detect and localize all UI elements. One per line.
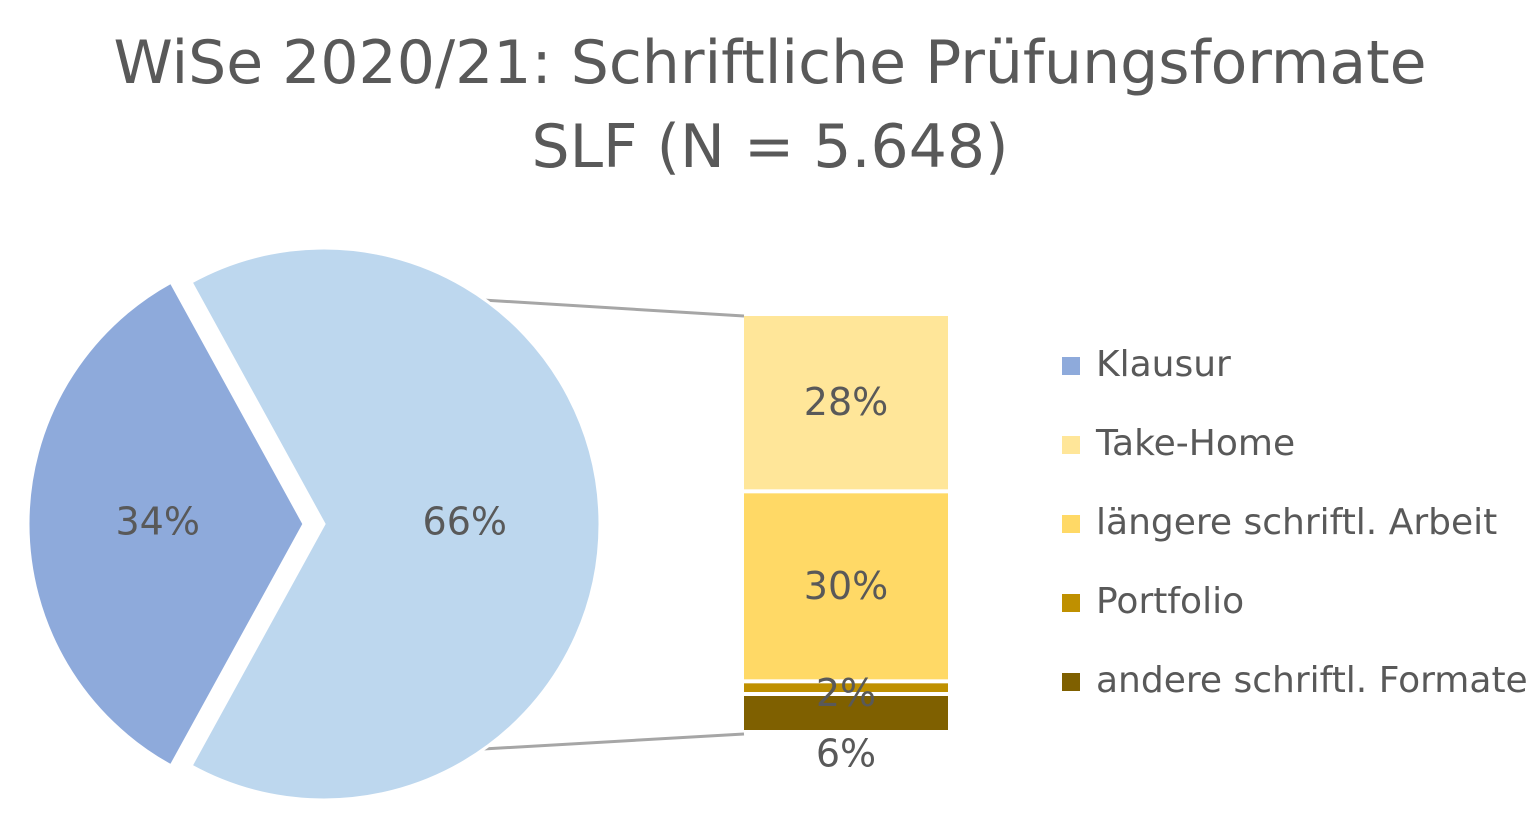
legend-label: Take-Home — [1096, 423, 1296, 464]
pie-label-klausur: 34% — [115, 500, 199, 544]
legend-swatch — [1062, 357, 1080, 375]
bar-label-laengere-arbeit: 30% — [804, 564, 888, 608]
bar-segment-3 — [744, 696, 948, 730]
pie-slice-large — [188, 246, 602, 802]
legend-swatch — [1062, 673, 1080, 691]
chart-subtitle: SLF (N = 5.648) — [531, 112, 1009, 182]
pie-slice-klausur — [26, 280, 306, 768]
legend-swatch — [1062, 436, 1080, 454]
legend-label: andere schriftl. Formate — [1096, 660, 1528, 701]
bar-label-take-home: 28% — [804, 380, 888, 424]
legend-swatch — [1062, 594, 1080, 612]
bar-segment-0 — [744, 316, 948, 490]
legend-swatch — [1062, 515, 1080, 533]
chart-title: WiSe 2020/21: Schriftliche Prüfungsforma… — [113, 28, 1427, 98]
bar-label-andere-formate: 6% — [816, 732, 876, 776]
legend-label: Klausur — [1096, 344, 1231, 385]
bar-label-portfolio: 2% — [816, 671, 876, 715]
bar-segment-2 — [744, 683, 948, 692]
bar-segment-1 — [744, 493, 948, 680]
legend-label: Portfolio — [1096, 581, 1245, 622]
pie-label-large: 66% — [423, 500, 507, 544]
legend-label: längere schriftl. Arbeit — [1096, 502, 1498, 543]
